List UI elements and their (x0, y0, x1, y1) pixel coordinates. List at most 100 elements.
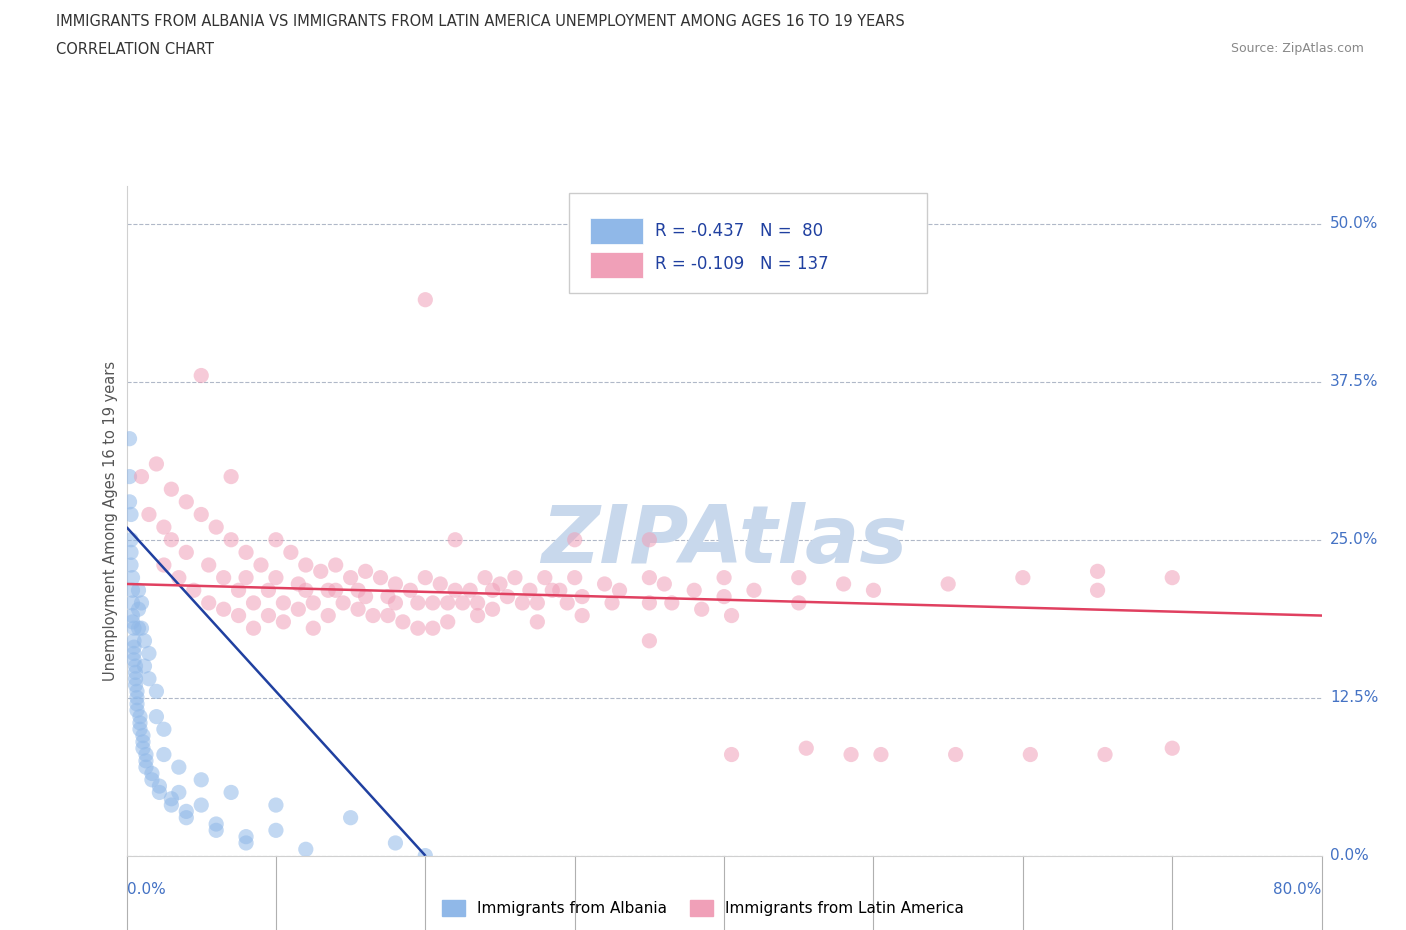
FancyBboxPatch shape (591, 252, 643, 278)
Point (124, 678, 146, 693)
Point (264, 798, 287, 813)
Point (422, 620, 444, 635)
Point (125, 697, 148, 711)
Point (131, 469, 153, 484)
Point (228, 583, 250, 598)
Point (713, 590, 735, 604)
Point (120, 558, 142, 573)
Point (458, 583, 481, 598)
Point (121, 583, 143, 598)
Point (122, 633, 145, 648)
Point (444, 532, 467, 547)
Point (600, 595, 623, 610)
Point (174, 810, 197, 825)
Text: IMMIGRANTS FROM ALBANIA VS IMMIGRANTS FROM LATIN AMERICA UNEMPLOYMENT AMONG AGES: IMMIGRANTS FROM ALBANIA VS IMMIGRANTS FR… (56, 14, 905, 29)
Point (720, 747, 742, 762)
Point (548, 583, 571, 598)
Point (138, 671, 160, 686)
Point (519, 583, 541, 598)
Point (135, 753, 157, 768)
Text: ZIPAtlas: ZIPAtlas (541, 502, 907, 580)
Point (118, 495, 141, 510)
Point (1161, 570, 1184, 585)
Point (145, 684, 167, 698)
Point (121, 608, 143, 623)
Point (467, 608, 489, 623)
Point (683, 583, 706, 598)
Point (135, 747, 157, 762)
Point (148, 778, 170, 793)
Text: 0.0%: 0.0% (127, 883, 166, 897)
Point (280, 545, 302, 560)
Point (121, 595, 143, 610)
Point (690, 602, 713, 617)
Point (122, 640, 145, 655)
Point (294, 583, 316, 598)
Point (167, 570, 190, 585)
Point (794, 741, 817, 756)
Point (134, 658, 156, 673)
Point (467, 595, 489, 610)
Point (197, 595, 219, 610)
Point (127, 602, 149, 617)
Point (129, 710, 152, 724)
Point (118, 432, 141, 446)
Point (174, 495, 197, 510)
Point (325, 558, 347, 573)
Point (190, 772, 212, 787)
Point (219, 532, 242, 547)
Y-axis label: Unemployment Among Ages 16 to 19 years: Unemployment Among Ages 16 to 19 years (103, 361, 118, 681)
Point (127, 583, 149, 598)
Point (339, 810, 361, 825)
Point (406, 595, 429, 610)
Point (141, 766, 163, 781)
Point (377, 590, 399, 604)
Point (526, 615, 548, 630)
Point (287, 602, 309, 617)
Point (264, 823, 287, 838)
Point (294, 842, 316, 857)
Point (1011, 570, 1033, 585)
Point (436, 595, 458, 610)
Point (138, 507, 160, 522)
Point (148, 785, 170, 800)
Point (250, 558, 273, 573)
Point (242, 620, 264, 635)
Point (302, 620, 325, 635)
Point (167, 760, 190, 775)
Point (197, 558, 219, 573)
Point (257, 608, 280, 623)
Point (287, 577, 309, 591)
Point (127, 620, 149, 635)
Point (122, 620, 145, 635)
Point (413, 570, 436, 585)
Point (839, 747, 862, 762)
Point (235, 835, 257, 850)
Point (212, 570, 235, 585)
Point (652, 577, 675, 591)
Point (212, 602, 235, 617)
FancyBboxPatch shape (568, 193, 928, 293)
Point (332, 595, 354, 610)
Point (160, 791, 183, 806)
Point (399, 583, 422, 598)
Point (205, 823, 228, 838)
FancyBboxPatch shape (591, 219, 643, 245)
Point (1161, 741, 1184, 756)
Point (121, 615, 143, 630)
Point (436, 615, 458, 630)
Point (638, 595, 661, 610)
Point (325, 583, 347, 598)
Point (316, 608, 339, 623)
Point (541, 583, 564, 598)
Point (444, 583, 467, 598)
Point (153, 520, 176, 535)
Point (129, 722, 152, 737)
Point (190, 507, 212, 522)
Point (135, 760, 157, 775)
Point (132, 728, 155, 743)
Point (257, 583, 280, 598)
Point (120, 507, 142, 522)
Point (429, 577, 451, 591)
Point (936, 577, 959, 591)
